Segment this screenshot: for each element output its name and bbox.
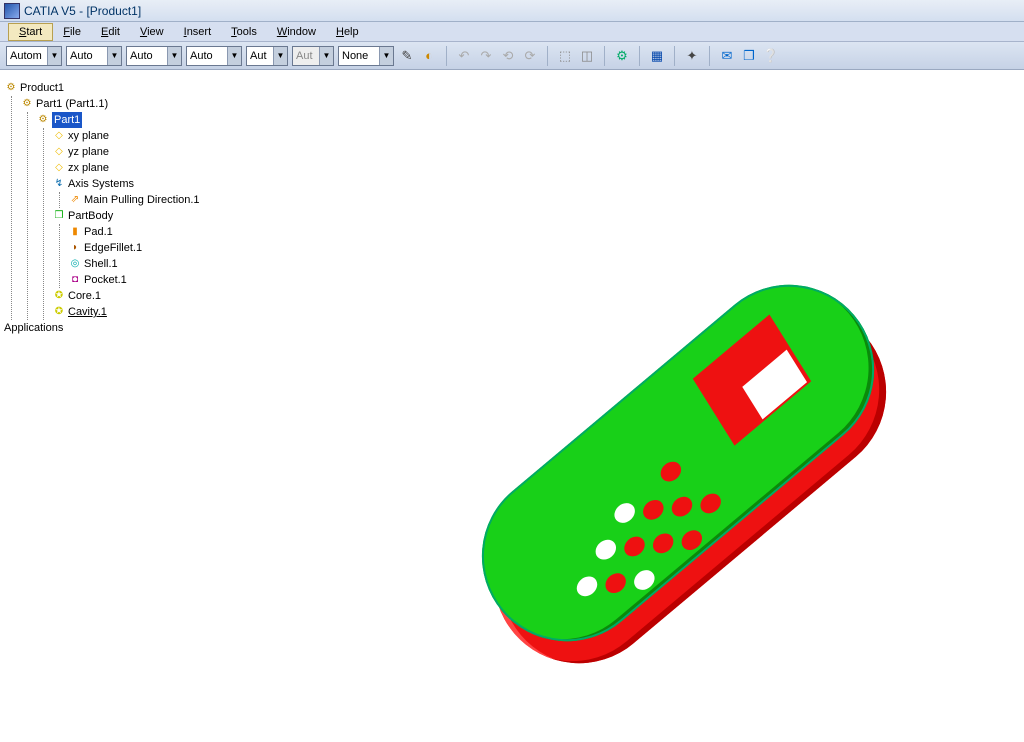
combo-7-input[interactable] — [339, 47, 379, 65]
redo-icon[interactable]: ↷ — [477, 47, 495, 65]
menu-help[interactable]: Help — [326, 24, 369, 40]
tree-yz-plane[interactable]: ◇yz plane — [52, 144, 200, 160]
menu-start[interactable]: Start — [8, 23, 53, 41]
pocket-icon: ◘ — [68, 273, 82, 287]
tree-core[interactable]: ✪Core.1 — [52, 288, 200, 304]
menu-tools[interactable]: Tools — [221, 24, 267, 40]
pad-icon: ▮ — [68, 225, 82, 239]
tree-xy-plane[interactable]: ◇xy plane — [52, 128, 200, 144]
part-icon: ⚙ — [20, 97, 34, 111]
tree-shell[interactable]: ◎Shell.1 — [68, 256, 200, 272]
combo-3[interactable]: ▼ — [126, 46, 182, 66]
docs-icon[interactable]: ❐ — [740, 47, 758, 65]
tree-applications[interactable]: Applications — [4, 320, 200, 336]
tree-product-root[interactable]: ⚙Product1 — [4, 80, 200, 96]
magic-icon[interactable]: ✦ — [683, 47, 701, 65]
hlr-icon[interactable]: ◫ — [578, 47, 596, 65]
tree-axis-systems[interactable]: ↯Axis Systems — [52, 176, 200, 192]
wireframe-icon[interactable]: ⬚ — [556, 47, 574, 65]
plane-icon: ◇ — [52, 161, 66, 175]
brush-icon[interactable]: ✎ — [398, 47, 416, 65]
separator — [674, 46, 675, 66]
product-icon: ⚙ — [4, 81, 18, 95]
chevron-down-icon[interactable]: ▼ — [227, 47, 241, 65]
spec-tree[interactable]: ⚙Product1 ⚙Part1 (Part1.1) ⚙Part1 ◇xy pl… — [4, 80, 200, 336]
cavity-icon: ✪ — [52, 305, 66, 319]
tree-cavity[interactable]: ✪Cavity.1 — [52, 304, 200, 320]
chevron-down-icon[interactable]: ▼ — [107, 47, 121, 65]
title-bar: CATIA V5 - [Product1] — [0, 0, 1024, 22]
separator — [604, 46, 605, 66]
combo-6[interactable]: ▼ — [292, 46, 334, 66]
combo-1-input[interactable] — [7, 47, 47, 65]
combo-5-input[interactable] — [247, 47, 273, 65]
core-icon: ✪ — [52, 289, 66, 303]
separator — [639, 46, 640, 66]
separator — [709, 46, 710, 66]
combo-6-input — [293, 47, 319, 65]
help-icon[interactable]: ❔ — [762, 47, 780, 65]
mail-icon[interactable]: ✉ — [718, 47, 736, 65]
chevron-down-icon[interactable]: ▼ — [273, 47, 287, 65]
combo-4[interactable]: ▼ — [186, 46, 242, 66]
tree-part[interactable]: ⚙Part1 — [36, 112, 200, 128]
tree-pulling-dir[interactable]: ⇗Main Pulling Direction.1 — [68, 192, 200, 208]
plane-icon: ◇ — [52, 145, 66, 159]
tree-edgefillet[interactable]: ◗EdgeFillet.1 — [68, 240, 200, 256]
menu-window[interactable]: Window — [267, 24, 326, 40]
model-3d[interactable] — [380, 130, 980, 730]
separator — [547, 46, 548, 66]
combo-1[interactable]: ▼ — [6, 46, 62, 66]
combo-3-input[interactable] — [127, 47, 167, 65]
fillet-icon: ◗ — [68, 241, 82, 255]
chevron-down-icon[interactable]: ▼ — [319, 47, 333, 65]
menu-edit[interactable]: Edit — [91, 24, 130, 40]
grid-icon[interactable]: ▦ — [648, 47, 666, 65]
plane-icon: ◇ — [52, 129, 66, 143]
tree-pad[interactable]: ▮Pad.1 — [68, 224, 200, 240]
axis-icon: ↯ — [52, 177, 66, 191]
menu-insert[interactable]: Insert — [174, 24, 222, 40]
combo-7[interactable]: ▼ — [338, 46, 394, 66]
part-icon: ⚙ — [36, 113, 50, 127]
body-icon: ❒ — [52, 209, 66, 223]
menu-bar: Start File Edit View Insert Tools Window… — [0, 22, 1024, 42]
direction-icon: ⇗ — [68, 193, 82, 207]
separator — [446, 46, 447, 66]
chevron-down-icon[interactable]: ▼ — [379, 47, 393, 65]
combo-2-input[interactable] — [67, 47, 107, 65]
chevron-down-icon[interactable]: ▼ — [167, 47, 181, 65]
window-title: CATIA V5 - [Product1] — [24, 4, 141, 18]
undo-icon[interactable]: ↶ — [455, 47, 473, 65]
tree-zx-plane[interactable]: ◇zx plane — [52, 160, 200, 176]
tree-partbody[interactable]: ❒PartBody — [52, 208, 200, 224]
combo-2[interactable]: ▼ — [66, 46, 122, 66]
combo-5[interactable]: ▼ — [246, 46, 288, 66]
tree-part-instance[interactable]: ⚙Part1 (Part1.1) — [20, 96, 200, 112]
redo-rep-icon[interactable]: ⟳ — [521, 47, 539, 65]
app-icon — [4, 3, 20, 19]
shell-icon: ◎ — [68, 257, 82, 271]
chevron-down-icon[interactable]: ▼ — [47, 47, 61, 65]
undo-rep-icon[interactable]: ⟲ — [499, 47, 517, 65]
toolbar: ▼ ▼ ▼ ▼ ▼ ▼ ▼ ✎ ◐ ↶ ↷ ⟲ ⟳ ⬚ ◫ ⚙ ▦ ✦ ✉ ❐ … — [0, 42, 1024, 70]
combo-4-input[interactable] — [187, 47, 227, 65]
menu-view[interactable]: View — [130, 24, 174, 40]
paint-icon[interactable]: ◐ — [420, 47, 438, 65]
assembly-icon[interactable]: ⚙ — [613, 47, 631, 65]
menu-file[interactable]: File — [53, 24, 91, 40]
tree-pocket[interactable]: ◘Pocket.1 — [68, 272, 200, 288]
